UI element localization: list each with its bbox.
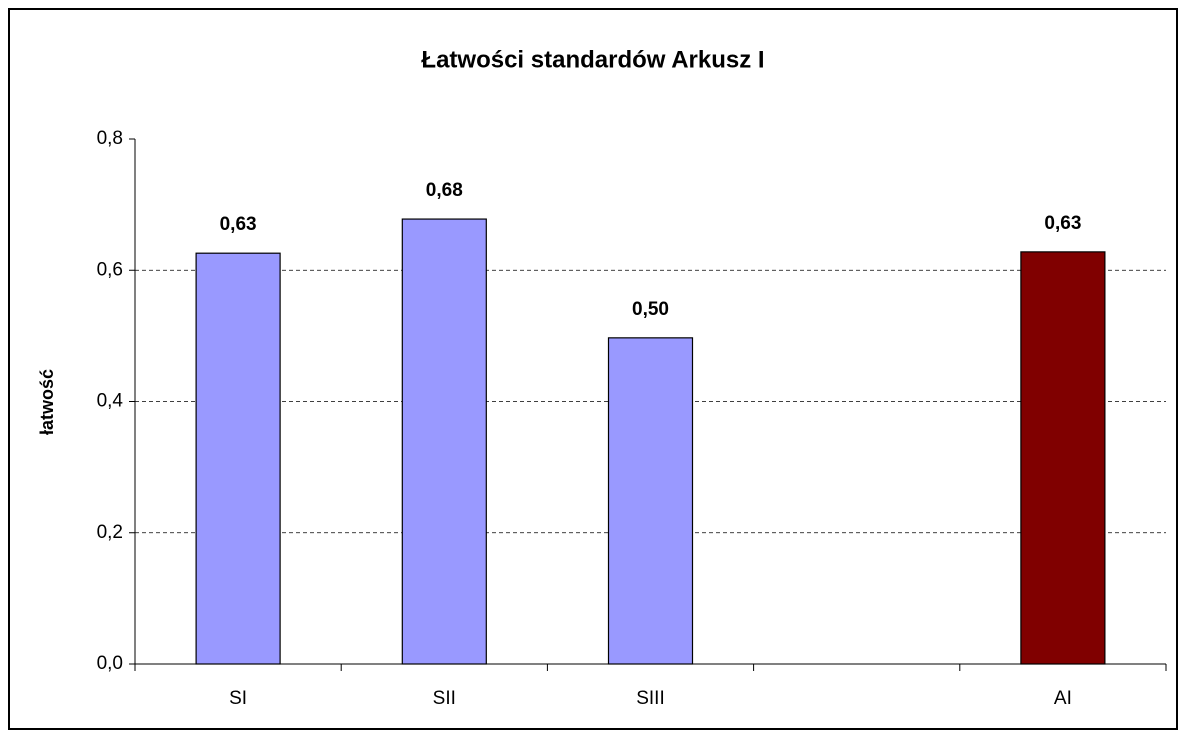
value-label: 0,50 xyxy=(632,299,669,320)
bar xyxy=(401,218,487,665)
x-tick-label: SII xyxy=(433,688,456,709)
value-label: 0,68 xyxy=(426,180,463,201)
y-axis-label: łatwość xyxy=(37,369,57,435)
x-tick-label: SIII xyxy=(636,688,665,709)
value-label: 0,63 xyxy=(220,214,257,235)
chart-border xyxy=(8,8,1178,730)
y-tick-label: 0,6 xyxy=(97,259,123,280)
bar xyxy=(195,252,281,665)
y-tick-label: 0,0 xyxy=(97,653,123,674)
bar xyxy=(1020,251,1106,665)
x-tick-label: AI xyxy=(1054,688,1072,709)
value-label: 0,63 xyxy=(1044,213,1081,234)
x-tick-label: SI xyxy=(229,688,247,709)
y-tick-label: 0,2 xyxy=(97,522,123,543)
y-tick-label: 0,4 xyxy=(97,391,124,412)
chart-title: Łatwości standardów Arkusz I xyxy=(421,46,764,73)
bar xyxy=(607,337,694,665)
y-tick-label: 0,8 xyxy=(97,128,123,149)
